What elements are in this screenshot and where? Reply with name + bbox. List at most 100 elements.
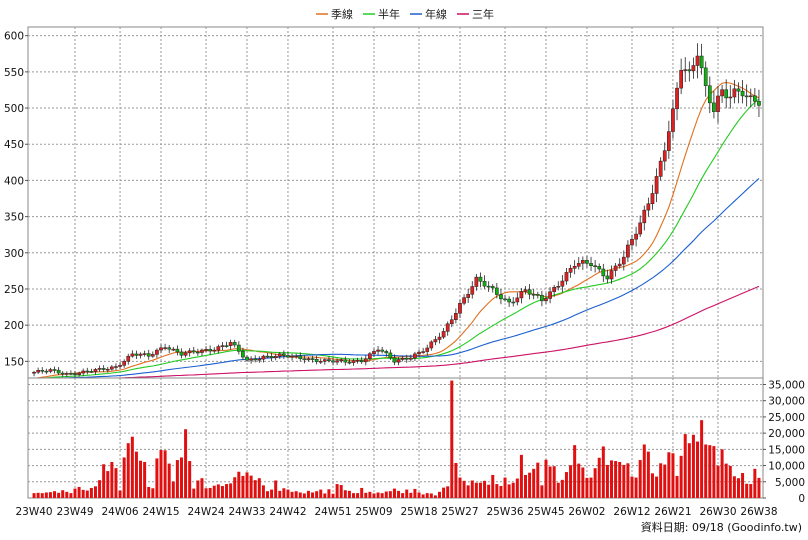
candle bbox=[458, 299, 462, 319]
candle bbox=[245, 355, 249, 362]
volume-bar bbox=[487, 484, 491, 498]
candle bbox=[191, 346, 196, 355]
candle-body bbox=[81, 370, 86, 374]
volume-bar bbox=[216, 484, 220, 498]
candle bbox=[535, 291, 540, 299]
volume-bar bbox=[106, 471, 110, 498]
data-credit: 資料日期: 09/18 (Goodinfo.tw) bbox=[641, 520, 802, 534]
candle-body bbox=[486, 285, 491, 288]
candle-body bbox=[249, 358, 253, 361]
volume-bar bbox=[601, 446, 605, 498]
candle bbox=[404, 354, 409, 363]
volume-bar bbox=[683, 434, 687, 498]
candle-body bbox=[261, 355, 266, 360]
volume-bar bbox=[638, 460, 642, 498]
volume-tick-label: 35,000 bbox=[768, 379, 805, 391]
volume-bar bbox=[454, 462, 458, 498]
volume-bar bbox=[184, 429, 188, 498]
candle-body bbox=[527, 289, 532, 295]
candle bbox=[564, 267, 569, 285]
volume-bar bbox=[364, 492, 368, 498]
candle bbox=[241, 347, 245, 361]
candle-body bbox=[40, 370, 45, 372]
candle-body bbox=[388, 352, 393, 359]
candle bbox=[101, 365, 106, 372]
candle bbox=[204, 346, 208, 353]
volume-bar bbox=[626, 463, 630, 498]
ma-line bbox=[33, 177, 760, 380]
candle bbox=[171, 346, 176, 352]
candle-body bbox=[466, 294, 471, 298]
candle-body bbox=[134, 353, 139, 356]
volume-bar bbox=[397, 490, 401, 498]
candle-body bbox=[400, 357, 405, 360]
volume-bar bbox=[339, 485, 343, 498]
candle-body bbox=[462, 297, 466, 304]
candle bbox=[732, 79, 737, 104]
candle-body bbox=[703, 67, 708, 86]
candle-body bbox=[593, 265, 597, 267]
candle bbox=[384, 349, 389, 357]
volume-bar bbox=[36, 492, 40, 498]
candle-body bbox=[568, 268, 573, 273]
volume-bar bbox=[753, 468, 757, 498]
candle-body bbox=[445, 323, 450, 332]
candle-body bbox=[200, 349, 204, 353]
volume-bar bbox=[569, 465, 573, 498]
candle bbox=[662, 142, 667, 171]
candle bbox=[200, 348, 204, 356]
candle-body bbox=[433, 339, 438, 343]
price-tick-label: 150 bbox=[4, 356, 24, 368]
x-tick-label: 24W06 bbox=[101, 506, 138, 518]
volume-bar bbox=[548, 466, 552, 498]
candle-body bbox=[720, 89, 724, 97]
legend-label: 半年 bbox=[378, 7, 400, 21]
candle-body bbox=[630, 238, 634, 246]
candle bbox=[110, 365, 114, 371]
candle bbox=[236, 341, 241, 355]
volume-bar bbox=[319, 489, 323, 498]
candle-body bbox=[580, 260, 585, 264]
volume-bar bbox=[323, 493, 327, 498]
candle-body bbox=[355, 360, 360, 362]
volume-bar bbox=[110, 462, 114, 498]
candle-body bbox=[646, 203, 651, 211]
volume-bar bbox=[392, 488, 396, 498]
candle-body bbox=[339, 359, 344, 362]
candle-body bbox=[114, 366, 118, 368]
candle bbox=[339, 357, 344, 363]
candle-body bbox=[454, 313, 458, 320]
legend-item: 半年 bbox=[363, 7, 400, 21]
candle bbox=[282, 350, 286, 359]
volume-bar bbox=[282, 488, 286, 498]
x-tick-label: 25W18 bbox=[400, 506, 437, 518]
candle bbox=[466, 288, 471, 303]
candle-body bbox=[531, 294, 536, 296]
candle-body bbox=[327, 359, 331, 362]
volume-bar bbox=[114, 468, 118, 498]
candle-body bbox=[257, 358, 262, 361]
volume-bar bbox=[720, 449, 724, 498]
candle-body bbox=[503, 298, 507, 301]
volume-bar bbox=[515, 478, 519, 498]
candle bbox=[212, 347, 217, 354]
volume-bar bbox=[413, 488, 417, 498]
candle bbox=[85, 367, 90, 375]
candle bbox=[523, 285, 528, 295]
candle-body bbox=[662, 150, 667, 162]
candle-body bbox=[253, 358, 258, 361]
volume-bar bbox=[749, 484, 753, 498]
candle bbox=[593, 259, 597, 273]
candle-body bbox=[347, 361, 352, 364]
candle bbox=[138, 352, 143, 359]
volume-bar bbox=[528, 472, 532, 498]
candle-body bbox=[437, 336, 442, 340]
x-tick-label: 24W51 bbox=[314, 506, 351, 518]
x-tick-label: 25W27 bbox=[441, 506, 478, 518]
volume-bar bbox=[597, 457, 601, 498]
candle-body bbox=[245, 356, 249, 361]
x-tick-label: 26W21 bbox=[654, 506, 691, 518]
candle-body bbox=[458, 302, 462, 314]
candle bbox=[269, 352, 274, 362]
volume-bar bbox=[77, 486, 81, 498]
